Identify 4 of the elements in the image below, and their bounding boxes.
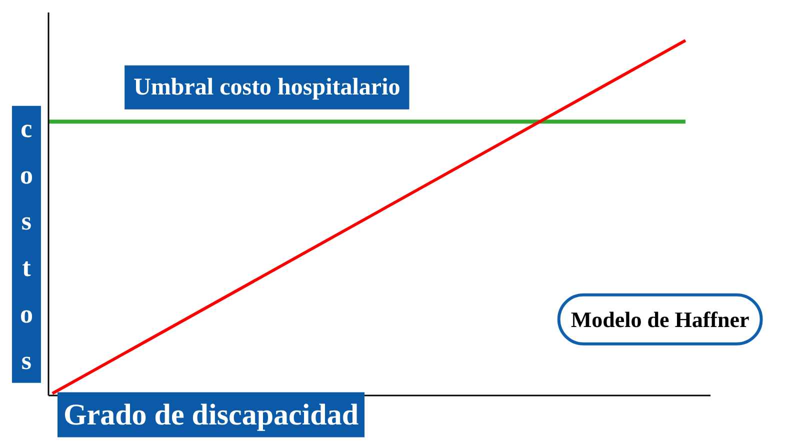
ref-line-label: Umbral costo hospitalario: [134, 74, 400, 100]
annotation: Modelo de Haffner: [570, 306, 750, 332]
y-axis-title: costos: [20, 114, 33, 375]
x-axis-title: Grado de discapacidad: [63, 398, 359, 432]
